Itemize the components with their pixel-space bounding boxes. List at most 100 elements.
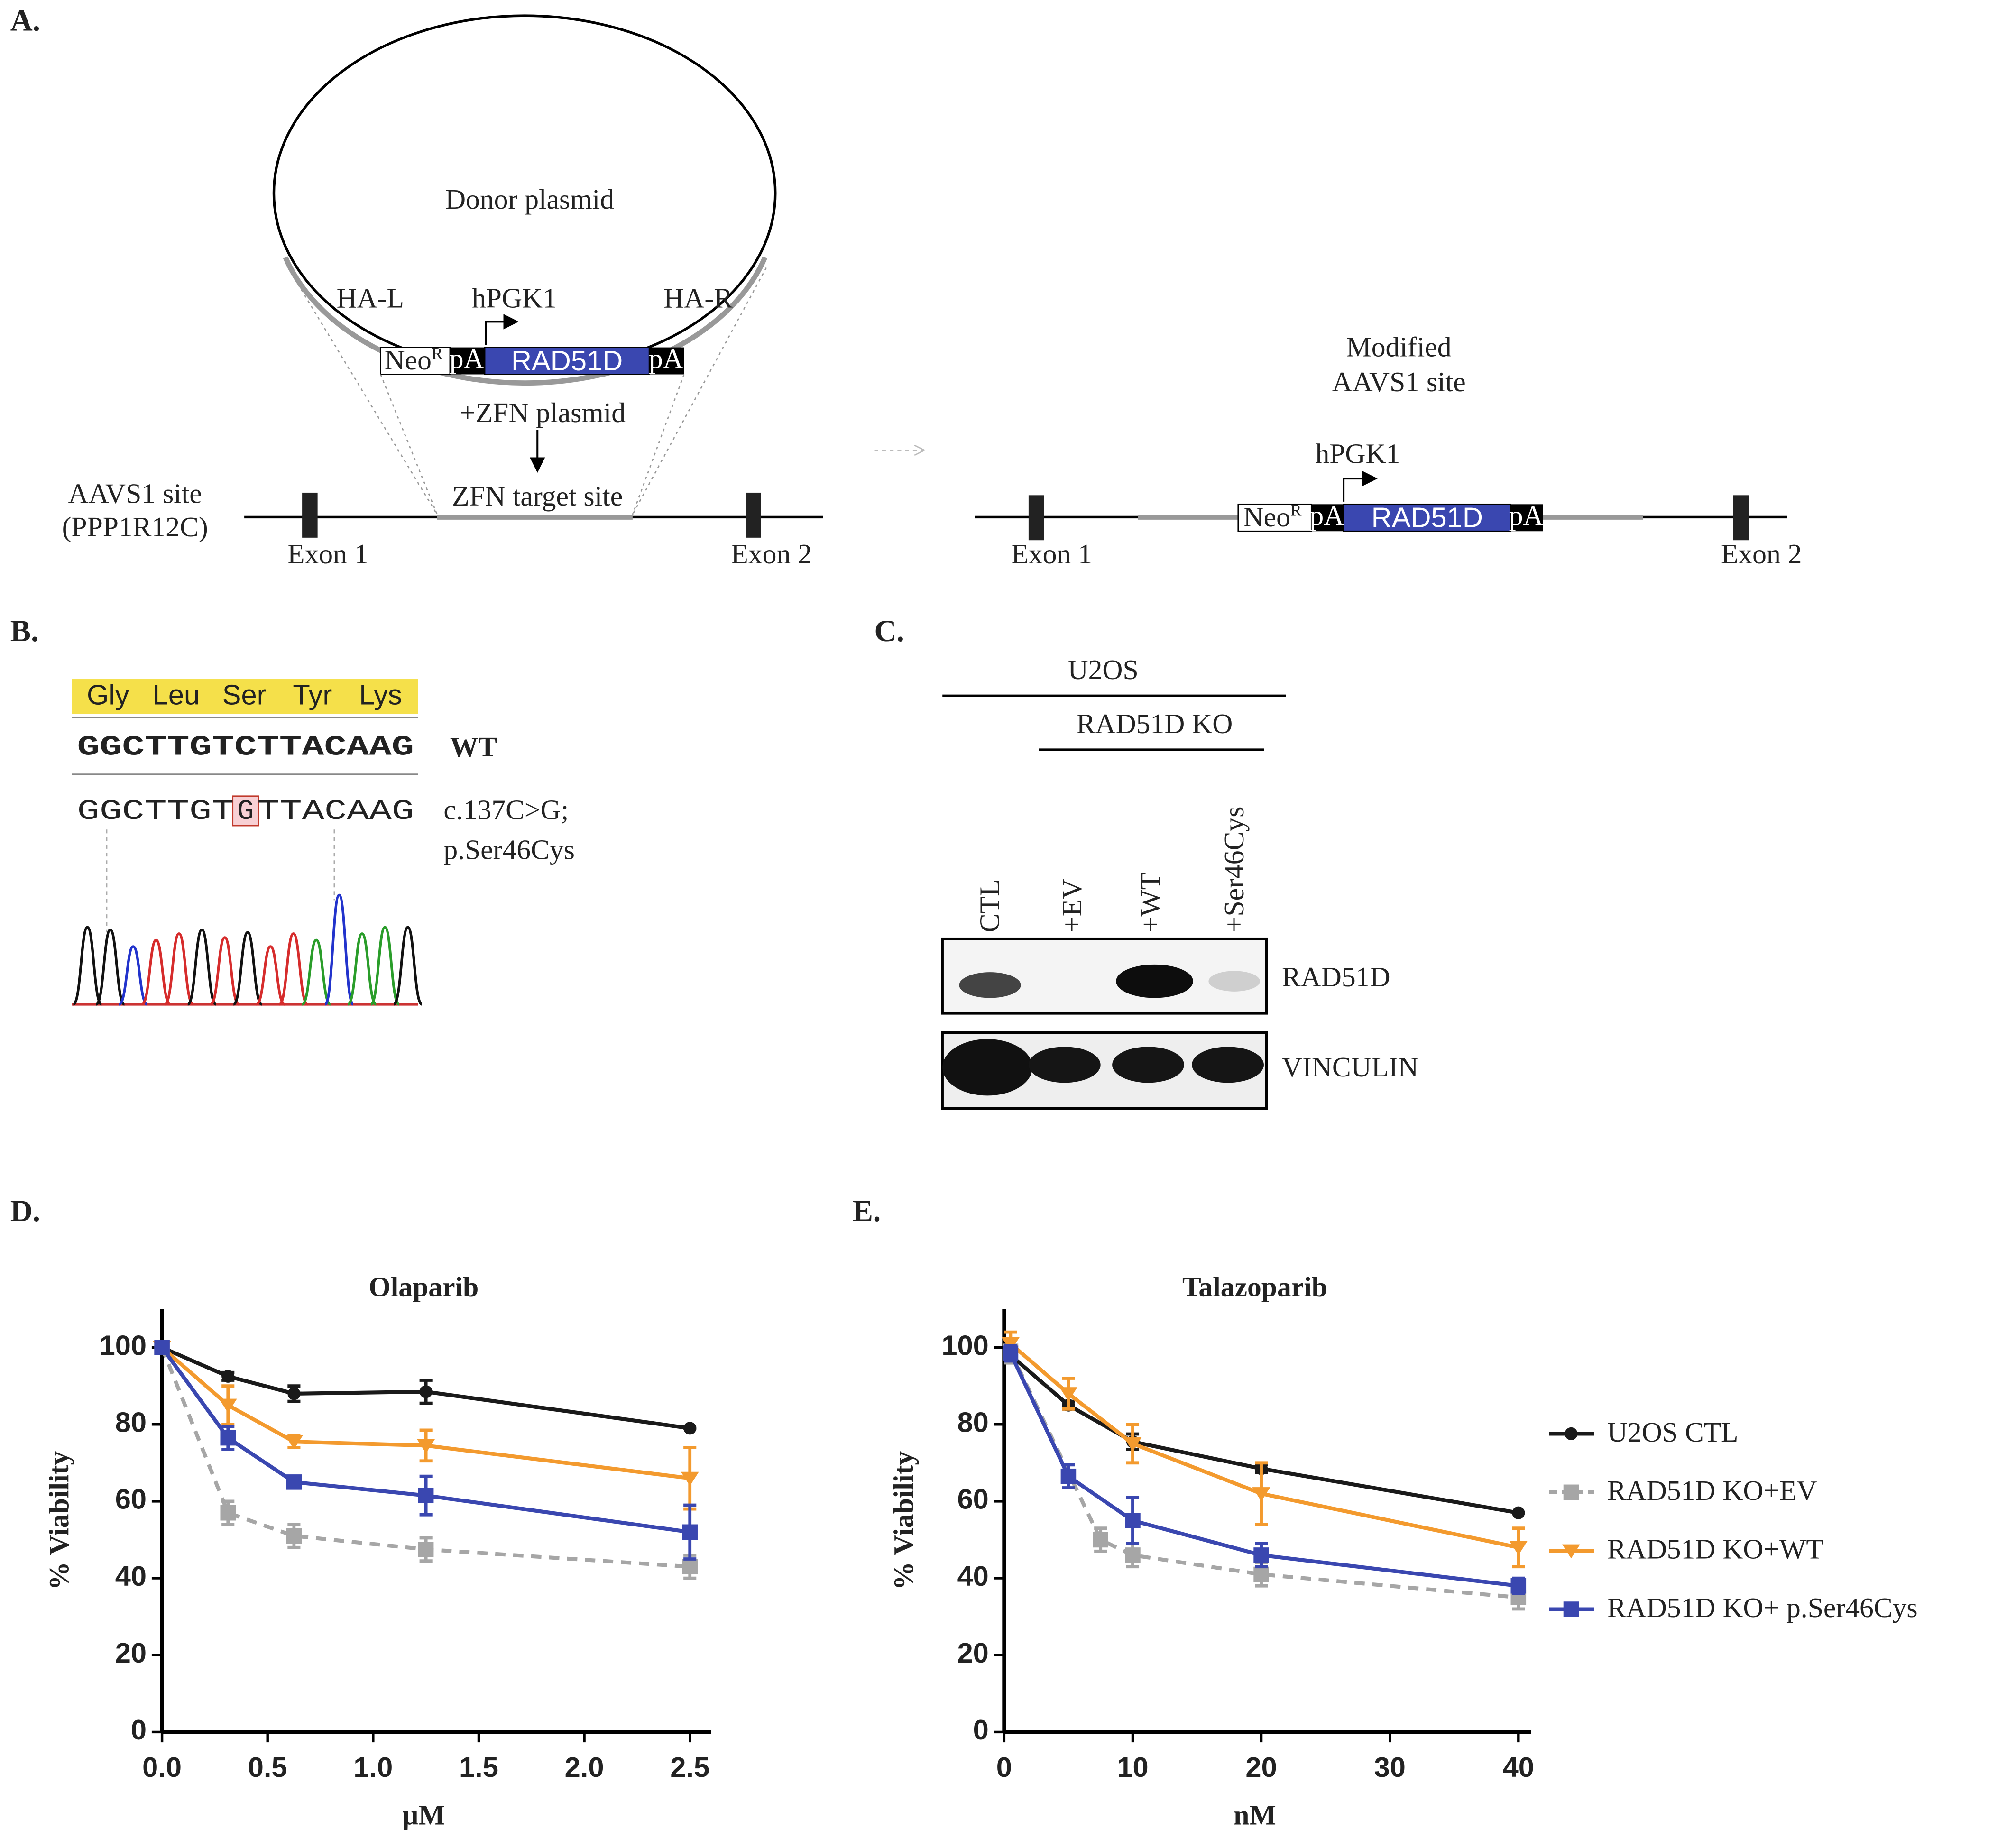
promoter-arrow <box>485 314 519 345</box>
pa-box <box>450 347 485 375</box>
chromatogram-peak <box>164 932 194 1006</box>
chromatogram-peak <box>370 926 400 1006</box>
data-point <box>286 1528 302 1544</box>
gene-label: RAD51D <box>1372 502 1483 533</box>
panel-label: B. <box>10 614 39 648</box>
data-point <box>681 1471 699 1486</box>
amino-acid: Tyr <box>293 679 332 711</box>
data-point <box>1252 1487 1270 1501</box>
chromatogram-peak <box>393 926 423 1006</box>
y-tick-label: 0 <box>131 1714 147 1746</box>
protein-change: p.Ser46Cys <box>443 834 575 865</box>
modified-title: AAVS1 site <box>1332 366 1466 397</box>
chart: E. Talazoparib nM % Viability 0 20 40 60 80 100 0 1… <box>852 1194 1917 1831</box>
amino-acid: Gly <box>87 679 129 711</box>
exon <box>746 492 761 538</box>
y-tick-label: 60 <box>115 1483 147 1515</box>
pa-label: pA <box>1509 500 1544 531</box>
chart: D. Olaparib µM % Viability 0 20 40 60 80 100 0.0 0.… <box>10 1194 711 1831</box>
chromatogram-peak <box>95 928 125 1006</box>
band <box>959 972 1021 998</box>
mutant-sequence: TTACAAG <box>257 795 414 827</box>
pa-label: pA <box>1309 500 1344 531</box>
neo: Neo <box>385 344 432 376</box>
band <box>942 1039 1033 1096</box>
chart-title: Talazoparib <box>1182 1271 1327 1302</box>
legend-label: U2OS CTL <box>1607 1416 1739 1448</box>
data-point <box>1093 1532 1108 1548</box>
x-tick-label: 20 <box>1245 1751 1277 1783</box>
legend-marker <box>1562 1544 1580 1559</box>
gene-label: RAD51D <box>511 345 623 377</box>
blot-label: VINCULIN <box>1282 1051 1418 1083</box>
data-point <box>1003 1345 1019 1361</box>
promoter-arrow <box>1343 470 1378 502</box>
data-point <box>418 1541 434 1557</box>
legend-marker <box>1563 1601 1579 1617</box>
x-tick-label: 30 <box>1374 1751 1406 1783</box>
locus-name: AAVS1 site <box>68 478 202 509</box>
data-point <box>287 1387 301 1400</box>
exon-label: Exon 2 <box>1721 538 1802 570</box>
panel-label: E. <box>852 1194 881 1228</box>
pa-box <box>649 347 684 375</box>
zfn-plasmid: +ZFN plasmid <box>460 397 626 428</box>
x-tick-label: 2.5 <box>670 1751 709 1783</box>
chromatogram-peak <box>232 931 263 1006</box>
homology-arms <box>283 256 768 386</box>
y-tick-label: 100 <box>100 1329 147 1361</box>
band <box>1112 1047 1184 1083</box>
chromatogram-peak <box>141 938 171 1006</box>
chromatogram-peak <box>278 932 308 1006</box>
chromatogram-peak <box>256 945 285 1006</box>
promoter: hPGK1 <box>472 283 557 314</box>
data-point <box>1123 1437 1142 1452</box>
panel-label: C. <box>875 614 904 648</box>
panel-label: A. <box>10 3 40 37</box>
data-point <box>419 1385 433 1398</box>
ha-right: HA-R <box>663 283 733 314</box>
x-tick-label: 40 <box>1503 1751 1534 1783</box>
pa-box <box>1510 504 1543 532</box>
data-point <box>1510 1578 1527 1594</box>
amino-acid: Ser <box>222 679 267 711</box>
legend-marker <box>1563 1484 1579 1500</box>
data-point <box>1059 1387 1077 1402</box>
wt-sequence: GGCTTGTCTTACAAG <box>77 731 414 763</box>
x-tick-label: 2.0 <box>565 1751 604 1783</box>
chromatogram-peak <box>301 938 331 1006</box>
amino-acid-bar <box>72 679 418 714</box>
y-tick-label: 40 <box>115 1560 147 1592</box>
y-tick-label: 20 <box>957 1637 989 1669</box>
x-tick-label: 1.5 <box>459 1751 498 1783</box>
x-tick-label: 10 <box>1117 1751 1148 1783</box>
x-tick-label: 1.0 <box>353 1751 393 1783</box>
y-axis-label: % Viability <box>888 1451 919 1590</box>
exon <box>302 492 318 538</box>
y-tick-label: 20 <box>115 1637 147 1669</box>
neo-label: NeoR <box>385 344 443 376</box>
neo-sup: R <box>432 344 443 363</box>
data-point <box>1253 1566 1269 1582</box>
data-point <box>1060 1468 1077 1484</box>
neo: Neo <box>1243 501 1290 533</box>
y-tick-label: 80 <box>957 1406 989 1438</box>
exon <box>1028 495 1044 541</box>
band <box>1192 1047 1264 1083</box>
data-point <box>682 1559 698 1575</box>
y-tick-label: 0 <box>973 1714 989 1746</box>
x-tick-label: 0.5 <box>248 1751 287 1783</box>
y-axis-label: % Viability <box>43 1451 74 1590</box>
exon-label: Exon 1 <box>287 538 368 570</box>
projection-lines <box>287 267 767 515</box>
series-line <box>160 1347 690 1569</box>
y-tick-label: 80 <box>115 1406 147 1438</box>
pa-label: pA <box>450 343 484 374</box>
neo-sup: R <box>1290 501 1302 520</box>
legend-label: RAD51D KO+ p.Ser46Cys <box>1607 1592 1918 1623</box>
legend-label: RAD51D KO+WT <box>1607 1534 1823 1565</box>
panel-a: A. Donor plasmid HA-L hPGK1 HA-R NeoR pA… <box>10 3 1802 570</box>
data-point <box>417 1439 435 1453</box>
